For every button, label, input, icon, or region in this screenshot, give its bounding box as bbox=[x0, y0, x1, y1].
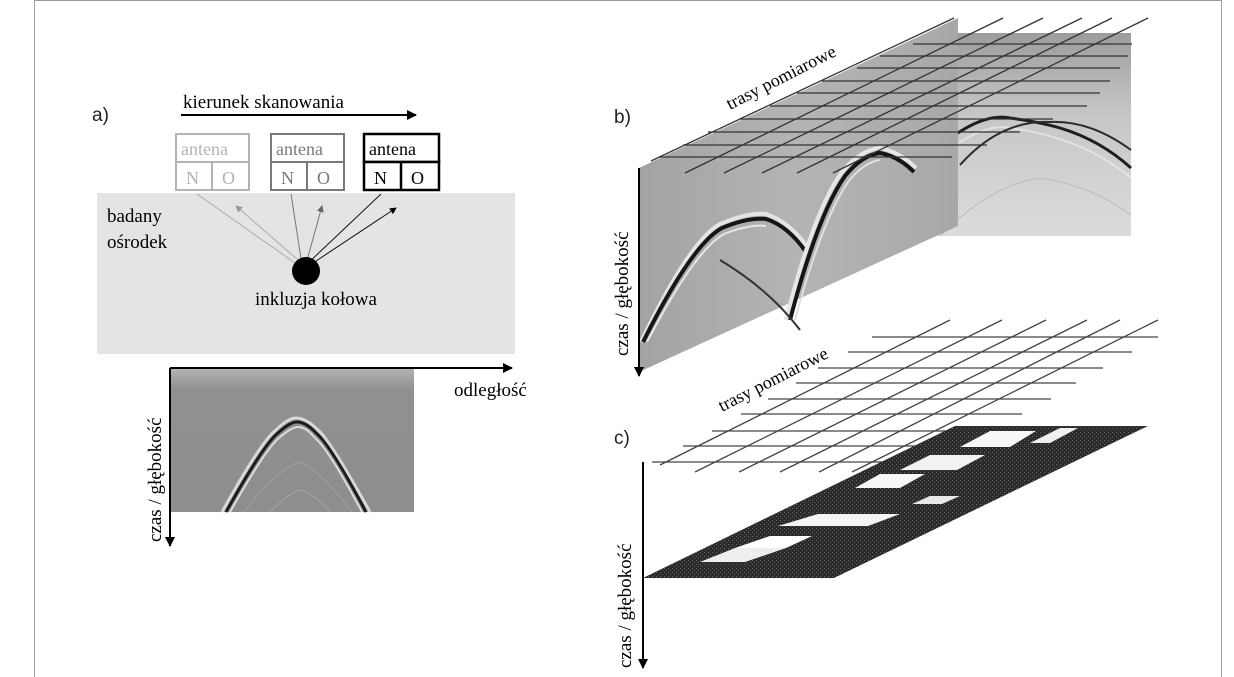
panel-label-b: b) bbox=[614, 107, 631, 128]
figure-frame bbox=[34, 0, 1222, 677]
antenna-2-label: antena bbox=[276, 139, 323, 159]
y-axis-label-a: czas / głębokość bbox=[145, 417, 166, 542]
antenna-3-n: N bbox=[374, 168, 387, 188]
horizontal-slice-c bbox=[643, 426, 1148, 578]
medium-label-line2: ośrodek bbox=[107, 232, 168, 253]
antenna-2-n: N bbox=[281, 168, 294, 188]
antenna-1-n: N bbox=[186, 168, 199, 188]
traces-label-c: trasy pomiarowe bbox=[715, 343, 831, 416]
x-axis-label-a: odległość bbox=[454, 380, 527, 401]
antenna-3-o: O bbox=[411, 168, 424, 188]
antenna-3-label: antena bbox=[369, 139, 416, 159]
scan-direction-label: kierunek skanowania bbox=[183, 92, 344, 113]
antenna-1-o: O bbox=[222, 168, 235, 188]
y-axis-label-b: czas / głębokość bbox=[612, 231, 633, 356]
ray-paths bbox=[196, 193, 397, 269]
circular-inclusion bbox=[292, 257, 320, 285]
y-axis-label-c: czas / głębokość bbox=[615, 543, 636, 668]
antenna-2: antena N O bbox=[270, 133, 345, 191]
antenna-1-label: antena bbox=[181, 139, 228, 159]
inclusion-label: inkluzja kołowa bbox=[255, 289, 377, 310]
antenna-1: antena N O bbox=[175, 133, 250, 191]
hyperbola-b-back bbox=[934, 115, 1133, 237]
panel-label-c: c) bbox=[614, 428, 630, 449]
radargram-a bbox=[170, 368, 414, 512]
radargram-b-back bbox=[930, 33, 1131, 236]
antenna-3: antena N O bbox=[362, 132, 441, 192]
panel-label-a: a) bbox=[92, 105, 109, 126]
medium-label-line1: badany bbox=[107, 206, 162, 227]
hyperbola-a bbox=[220, 416, 372, 513]
antenna-2-o: O bbox=[317, 168, 330, 188]
survey-grid-b bbox=[650, 17, 1149, 174]
survey-grid-c bbox=[652, 319, 1159, 473]
